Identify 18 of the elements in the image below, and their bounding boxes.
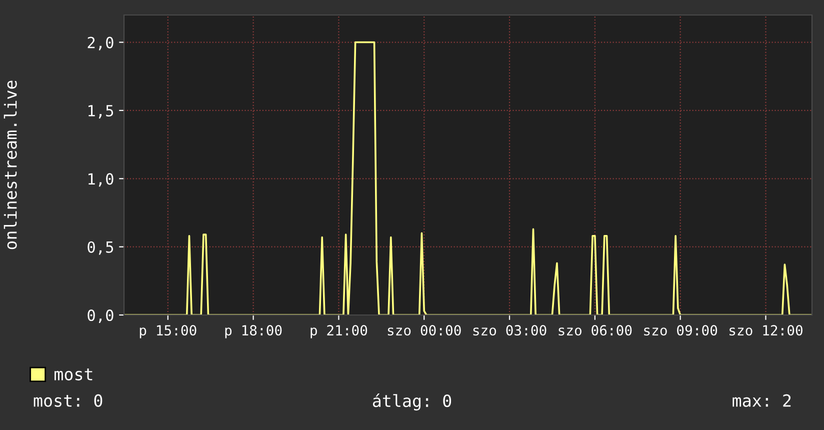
x-tick-label: szo 09:00 (644, 325, 718, 336)
x-tick-label: szo 12:00 (730, 325, 802, 336)
x-tick-label: p 21:00 (310, 325, 368, 338)
x-tick-label: szo 03:00 (473, 325, 546, 336)
text: max: 2 (732, 394, 791, 407)
y-tick-label: 1,5 (88, 105, 114, 118)
x-tick-label: p 15:00 (140, 325, 196, 338)
x-tick-label: szo 06:00 (558, 325, 632, 336)
legend-label: most (54, 368, 92, 380)
y-tick-label: 0,0 (88, 310, 114, 323)
y-axis-title: onlinestream.live (4, 80, 17, 250)
x-tick-label: szo 00:00 (388, 325, 461, 336)
x-tick-label: p 18:00 (225, 325, 282, 338)
text: átlag: 0 (372, 394, 452, 410)
y-tick-label: 1,0 (88, 173, 114, 187)
y-tick-label: 0,5 (88, 241, 114, 255)
y-tick-label: 2,0 (88, 36, 114, 50)
text: most: 0 (34, 394, 102, 407)
